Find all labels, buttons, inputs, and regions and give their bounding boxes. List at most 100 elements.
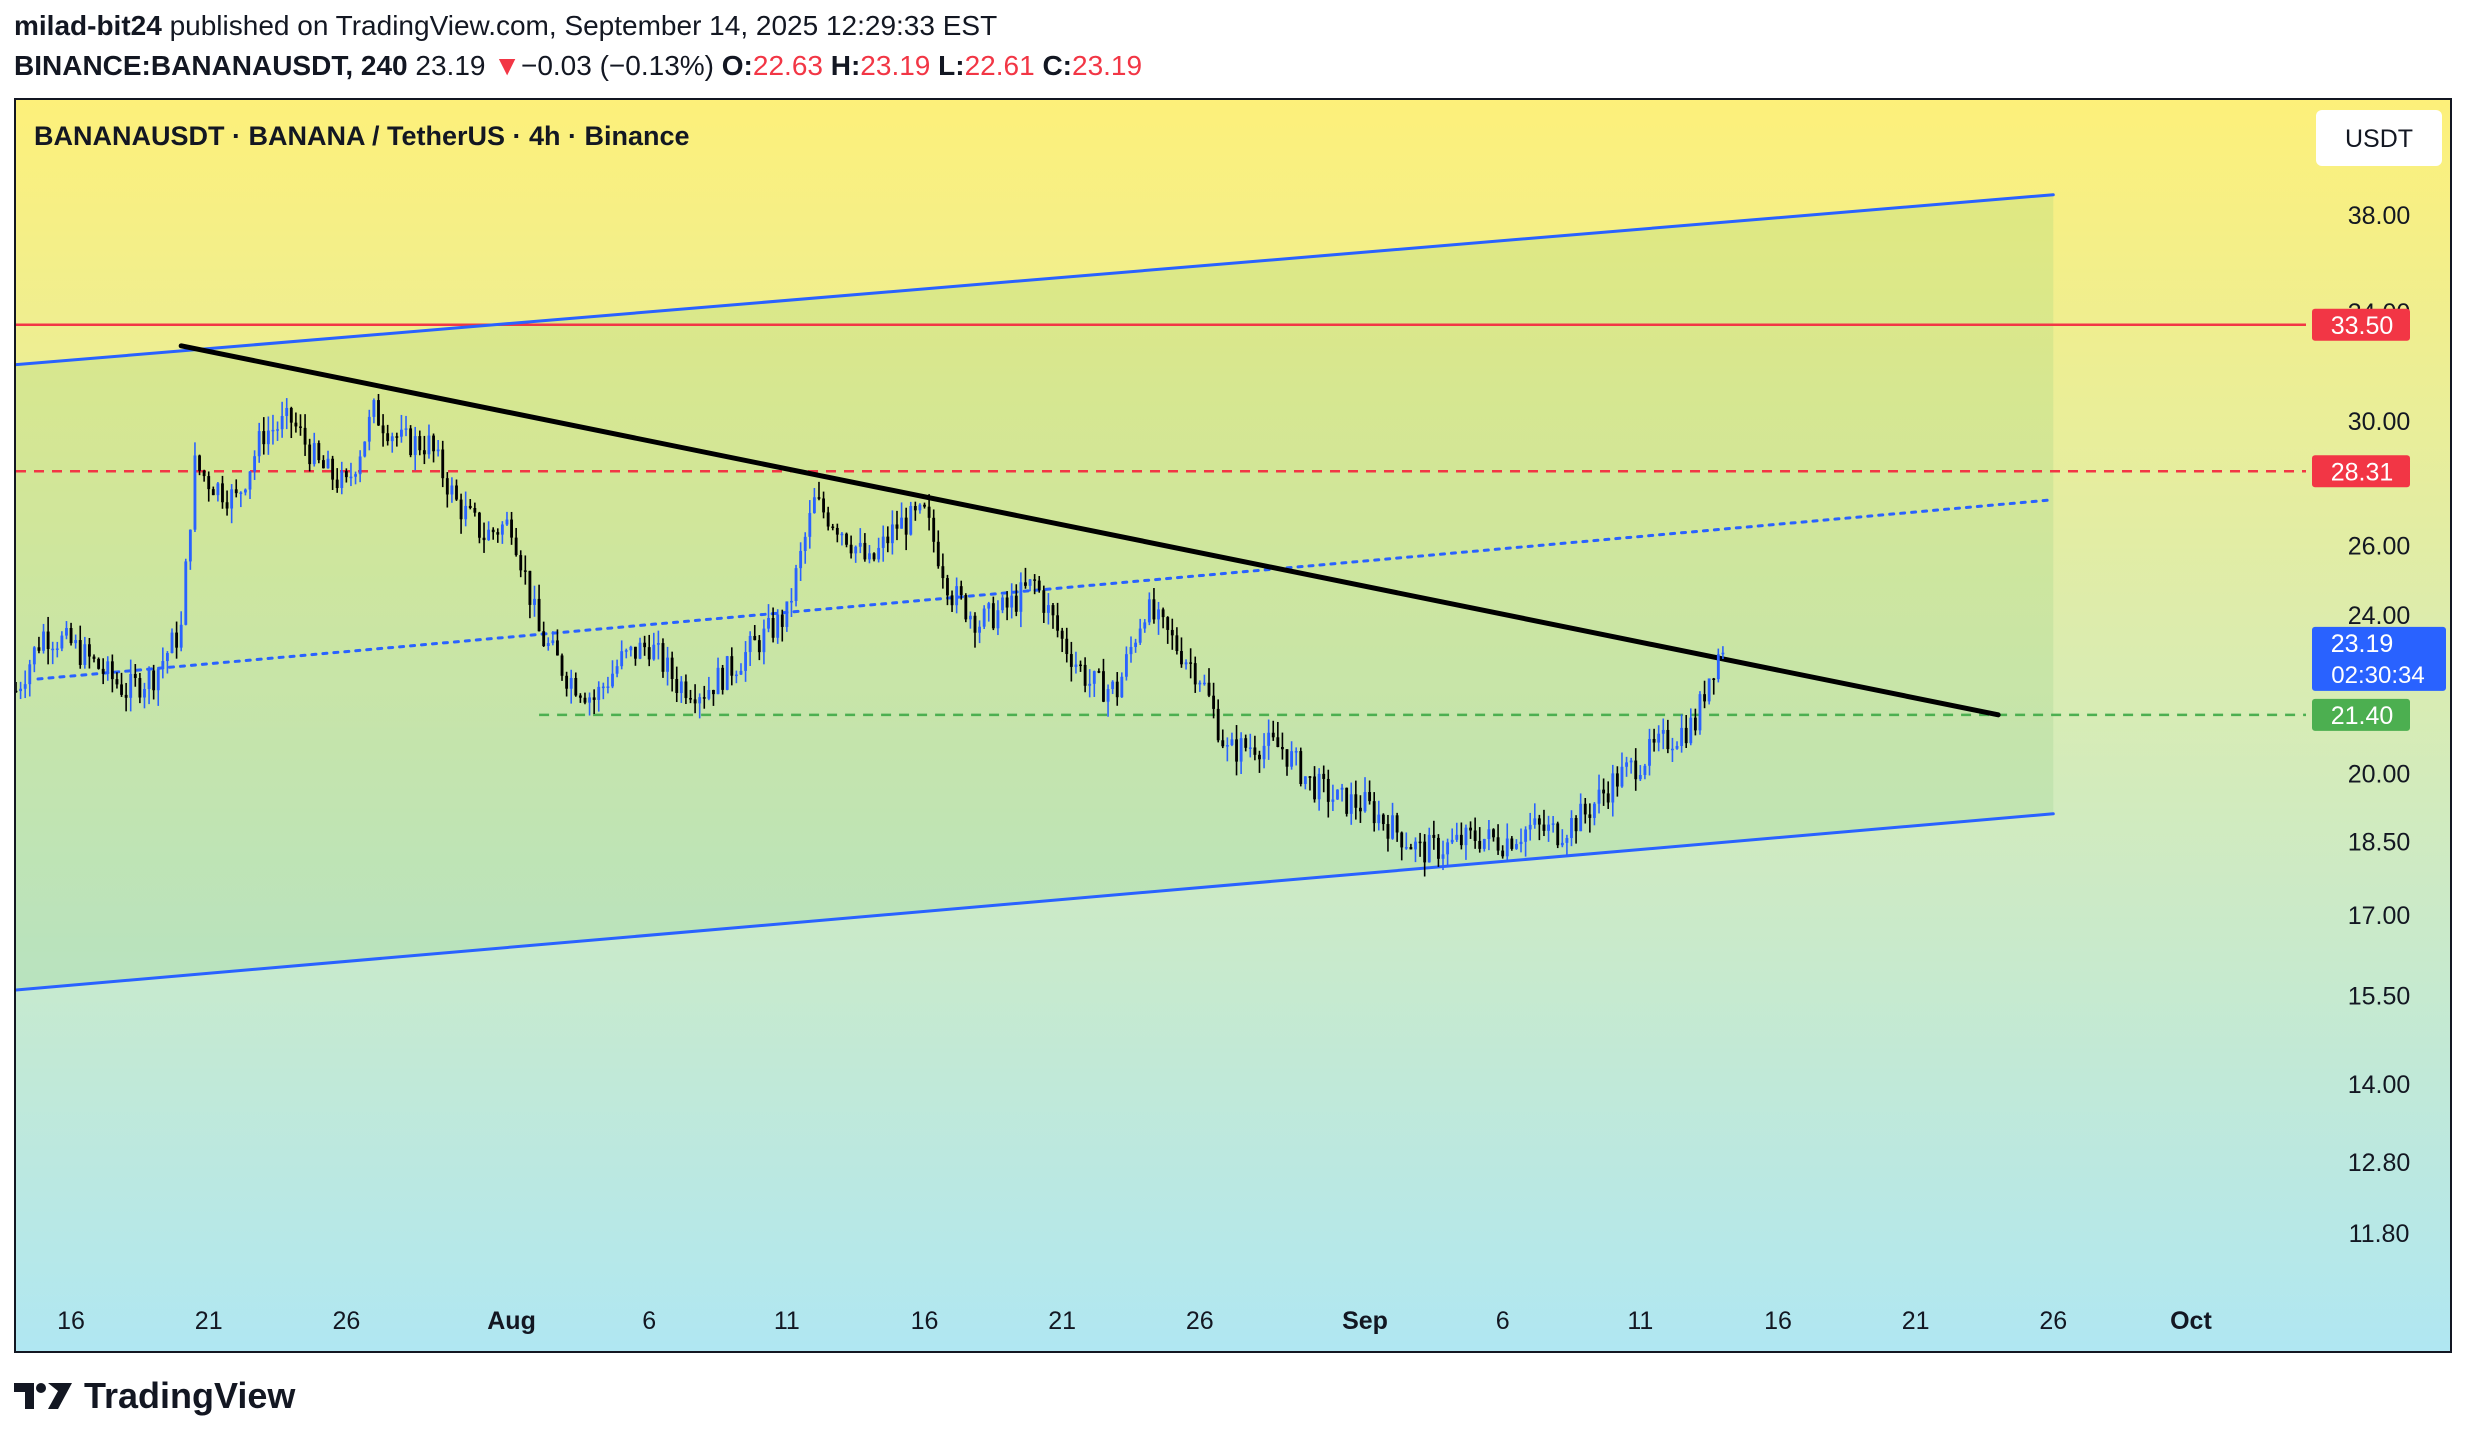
candle-body bbox=[1620, 766, 1624, 787]
candle-body bbox=[684, 681, 688, 699]
candle-body bbox=[1473, 830, 1477, 841]
candle-body bbox=[225, 502, 229, 509]
candle-body bbox=[193, 455, 197, 530]
candle-body bbox=[1212, 695, 1216, 709]
candle-body bbox=[1638, 775, 1642, 780]
candle-body bbox=[647, 647, 651, 660]
candle-body bbox=[1225, 745, 1229, 747]
time-tick-label: Sep bbox=[1342, 1307, 1388, 1335]
author-name[interactable]: milad-bit24 bbox=[14, 10, 162, 41]
candle-body bbox=[1170, 629, 1174, 636]
candle-body bbox=[1046, 605, 1050, 613]
candle-body bbox=[872, 553, 876, 560]
candle-body bbox=[19, 688, 23, 692]
candle-body bbox=[762, 628, 766, 653]
candle-body bbox=[689, 698, 692, 700]
candle-body bbox=[436, 449, 440, 452]
candle-body bbox=[110, 661, 114, 680]
candle-body bbox=[712, 689, 715, 695]
last-price: 23.19 bbox=[415, 50, 486, 81]
candle-body bbox=[468, 505, 472, 508]
candle-body bbox=[248, 471, 252, 490]
candle-body bbox=[1065, 638, 1069, 655]
candle-body bbox=[1505, 838, 1509, 857]
candle-body bbox=[1547, 824, 1550, 831]
candle-body bbox=[569, 677, 573, 689]
candle-body bbox=[1510, 838, 1514, 849]
candle-body bbox=[1597, 789, 1601, 804]
candle-body bbox=[698, 697, 702, 704]
candle-body bbox=[386, 433, 390, 442]
candle-body bbox=[1657, 733, 1661, 743]
candle-body bbox=[780, 614, 784, 627]
candle-body bbox=[487, 529, 491, 541]
currency-button[interactable]: USDT bbox=[2316, 110, 2442, 166]
candle-body bbox=[854, 546, 858, 554]
currency-label[interactable]: USDT bbox=[2345, 125, 2413, 153]
candle-body bbox=[611, 673, 614, 687]
candle-body bbox=[565, 675, 569, 689]
candle-body bbox=[1010, 595, 1014, 608]
price-badge-bg bbox=[2312, 308, 2410, 341]
footer-logo[interactable]: TradingView bbox=[14, 1375, 295, 1417]
close-value: 23.19 bbox=[1072, 50, 1143, 81]
candle-body bbox=[904, 517, 908, 535]
candle-body bbox=[826, 512, 830, 527]
chart-frame[interactable]: 38.0034.0030.0026.0024.0020.0018.5017.00… bbox=[14, 98, 2452, 1353]
candle-body bbox=[1019, 582, 1023, 612]
candle-body bbox=[757, 640, 761, 653]
candle-body bbox=[716, 667, 720, 695]
candle-body bbox=[1689, 717, 1693, 744]
candle-body bbox=[1437, 837, 1440, 859]
candle-body bbox=[656, 643, 660, 645]
candle-body bbox=[1363, 792, 1367, 812]
candle-body bbox=[496, 532, 500, 535]
candle-body bbox=[422, 450, 426, 455]
candle-body bbox=[734, 674, 738, 677]
candle-body bbox=[1207, 682, 1211, 696]
candle-body bbox=[1707, 678, 1711, 702]
candle-body bbox=[344, 471, 348, 478]
candle-body bbox=[409, 428, 413, 456]
candle-body bbox=[262, 431, 266, 445]
candle-body bbox=[1712, 678, 1716, 681]
candle-body bbox=[317, 443, 321, 461]
candle-body bbox=[1157, 609, 1160, 620]
close-label: C: bbox=[1042, 50, 1072, 81]
candle-body bbox=[404, 428, 408, 430]
price-tick-label: 20.00 bbox=[2348, 761, 2411, 789]
candle-body bbox=[799, 550, 803, 569]
candle-body bbox=[432, 435, 435, 452]
candle-body bbox=[959, 586, 963, 596]
candle-body bbox=[519, 555, 523, 571]
candle-body bbox=[936, 541, 940, 567]
candle-body bbox=[1372, 801, 1376, 824]
trend-line-downtrend bbox=[178, 343, 2001, 718]
candle-body bbox=[106, 661, 110, 674]
candle-body bbox=[803, 536, 807, 551]
price-tick-label: 38.00 bbox=[2348, 202, 2411, 230]
candle-body bbox=[1579, 803, 1583, 832]
candle-body bbox=[32, 647, 36, 665]
price-badge-label: 21.40 bbox=[2331, 702, 2394, 730]
candle-body bbox=[533, 598, 536, 605]
candle-body bbox=[1652, 738, 1656, 743]
candle-body bbox=[198, 455, 201, 471]
candle-body bbox=[1414, 841, 1417, 850]
candle-body bbox=[165, 653, 169, 662]
candle-body bbox=[868, 553, 871, 560]
time-tick-label: Oct bbox=[2170, 1307, 2212, 1335]
candle-body bbox=[601, 686, 605, 689]
time-tick-label: 16 bbox=[911, 1307, 939, 1335]
candle-body bbox=[606, 686, 610, 688]
candle-body bbox=[1202, 682, 1206, 685]
time-tick-label: 6 bbox=[642, 1307, 656, 1335]
candle-body bbox=[1611, 773, 1615, 803]
price-tick-label: 12.80 bbox=[2348, 1149, 2411, 1177]
price-chart[interactable]: 38.0034.0030.0026.0024.0020.0018.5017.00… bbox=[16, 100, 2450, 1351]
candle-body bbox=[638, 642, 642, 659]
candle-body bbox=[1583, 803, 1587, 815]
candle-body bbox=[427, 435, 431, 455]
candle-body bbox=[1271, 732, 1275, 738]
time-tick-label: 26 bbox=[2039, 1307, 2067, 1335]
